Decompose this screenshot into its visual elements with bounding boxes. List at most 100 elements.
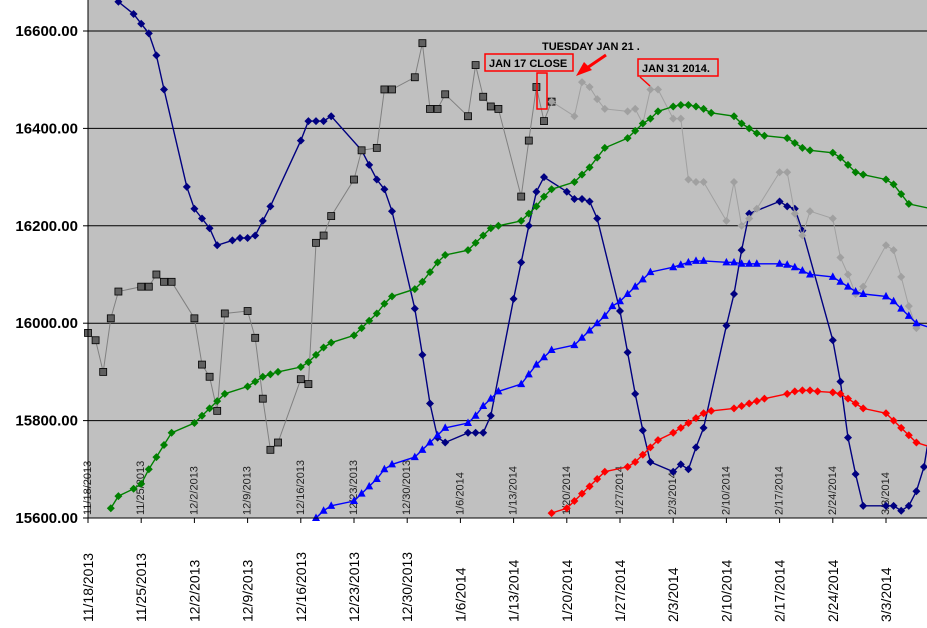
series-5 <box>547 386 927 518</box>
data-point <box>676 114 685 123</box>
data-point <box>851 287 860 295</box>
data-point <box>730 289 738 298</box>
data-point <box>623 134 632 143</box>
data-point <box>836 389 845 398</box>
data-point <box>433 430 442 439</box>
annotation-tuesday-jan21-text: TUESDAY JAN 21 . <box>542 41 640 53</box>
data-point <box>638 274 647 283</box>
data-point <box>806 146 814 155</box>
inner-date-label: 2/3/2014 <box>667 472 679 515</box>
data-point <box>783 202 792 211</box>
data-point <box>312 238 320 247</box>
data-point <box>137 19 146 28</box>
data-point <box>783 168 792 177</box>
data-point <box>859 404 868 413</box>
data-point <box>676 423 685 432</box>
data-point <box>897 423 906 432</box>
data-point <box>790 204 799 213</box>
data-point <box>730 177 738 186</box>
data-point <box>410 304 419 313</box>
data-point <box>844 394 852 403</box>
data-point <box>578 489 586 498</box>
inner-date-label: 2/17/2014 <box>774 466 786 515</box>
data-point <box>699 256 708 264</box>
data-point <box>707 108 716 117</box>
data-point <box>676 460 685 469</box>
data-point <box>304 380 313 388</box>
data-point <box>737 246 746 255</box>
data-point <box>912 438 921 447</box>
data-point <box>114 287 123 296</box>
data-point <box>790 209 799 218</box>
annotation-jan17-text: JAN 17 CLOSE <box>489 58 567 70</box>
data-point <box>532 187 541 196</box>
data-point <box>836 277 845 285</box>
data-point <box>882 175 890 184</box>
data-point <box>851 470 860 479</box>
data-point <box>760 394 769 403</box>
data-point <box>319 117 328 126</box>
data-point <box>205 372 214 381</box>
data-point <box>912 318 921 327</box>
data-point <box>684 101 693 110</box>
data-point <box>479 231 488 240</box>
data-point <box>745 214 754 223</box>
data-point <box>258 372 267 381</box>
data-point <box>540 192 548 201</box>
data-point <box>547 97 556 106</box>
data-point <box>547 345 556 353</box>
y-tick-label: 15800.00 <box>15 413 78 430</box>
y-tick-label: 16200.00 <box>15 218 78 235</box>
data-point <box>578 170 586 179</box>
data-point <box>243 307 252 315</box>
y-tick-label: 16600.00 <box>15 23 78 40</box>
data-point <box>182 182 191 191</box>
data-point <box>707 406 716 415</box>
data-point <box>745 259 754 267</box>
x-tick-label: 11/25/2013 <box>133 553 149 622</box>
data-point <box>441 438 450 447</box>
data-point <box>464 246 472 255</box>
data-point <box>258 216 267 225</box>
data-point <box>692 177 700 186</box>
inner-date-label: 12/30/2013 <box>401 460 413 515</box>
data-point <box>889 501 898 510</box>
data-point <box>790 387 799 396</box>
data-point <box>471 411 480 419</box>
y-tick-label: 15600.00 <box>15 510 78 527</box>
x-tick-label: 3/3/2014 <box>878 567 894 622</box>
data-point <box>593 95 602 104</box>
data-point <box>760 131 769 140</box>
inner-date-label: 1/6/2014 <box>454 472 466 515</box>
data-point <box>205 404 214 413</box>
data-point <box>486 411 495 420</box>
data-point <box>646 457 655 466</box>
data-point <box>441 251 450 260</box>
data-point <box>319 506 328 514</box>
data-point <box>813 387 822 396</box>
data-point <box>684 419 693 428</box>
data-point <box>623 289 632 297</box>
data-point <box>137 282 146 291</box>
data-point <box>676 101 685 110</box>
data-point <box>638 426 647 435</box>
x-tick-label: 12/16/2013 <box>293 552 309 622</box>
data-point <box>752 397 761 406</box>
data-point <box>631 282 640 290</box>
data-point <box>198 214 206 223</box>
data-point <box>266 445 275 454</box>
data-point <box>365 160 374 169</box>
data-point <box>699 409 708 418</box>
data-point <box>190 204 199 213</box>
data-point <box>213 406 222 415</box>
x-tick-label: 1/13/2014 <box>506 560 522 622</box>
data-point <box>699 177 708 186</box>
data-point <box>844 160 852 169</box>
data-point <box>213 241 222 250</box>
data-point <box>638 450 647 459</box>
data-point <box>213 397 222 406</box>
data-point <box>828 148 837 157</box>
annotation-jan31-leader <box>639 76 651 87</box>
data-point <box>388 292 396 301</box>
